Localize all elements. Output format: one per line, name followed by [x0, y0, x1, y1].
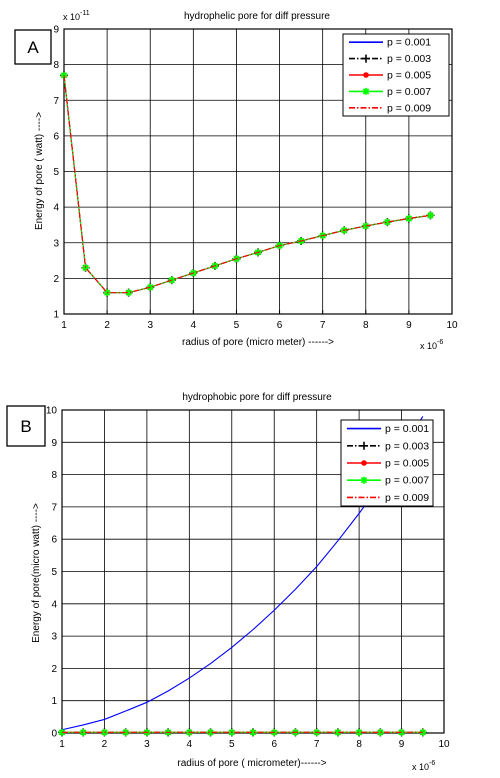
chart-b-panel-letter: B: [20, 417, 31, 436]
chart-b-series-point: [398, 728, 406, 736]
chart-a-panel-letter: A: [27, 38, 39, 57]
chart-a-series-5: [63, 75, 431, 294]
chart-a-y-tick-label: 3: [53, 238, 59, 249]
chart-b-x-tick-label: 6: [271, 739, 277, 750]
chart-b-title: hydrophobic pore for diff pressure: [182, 392, 332, 403]
chart-b-y-tick-label: 0: [51, 729, 57, 740]
chart-a-x-label: radius of pore (micro meter) ------>: [182, 337, 334, 348]
chart-a-legend-box: [342, 33, 450, 117]
chart-a-x-multiplier: x 10-6: [420, 339, 443, 351]
chart-b-panel-label: B: [6, 405, 46, 447]
chart-b-y-label: Energy of pore(micro watt) ---->: [31, 503, 42, 643]
chart-b-x-label: radius of pore ( micrometer)------>: [177, 758, 326, 769]
chart-b-legend-marker: [360, 476, 368, 484]
chart-a-x-tick-label: 8: [363, 320, 369, 331]
chart-a-y-tick-label: 9: [53, 25, 59, 36]
chart-b-series-point: [207, 728, 215, 736]
chart-a-legend-marker: [362, 87, 370, 95]
chart-a-legend: p = 0.001 p = 0.003 p = 0.005 p = 0.007 p = …: [342, 33, 450, 117]
chart-a-panel-label: A: [14, 29, 52, 65]
chart-b-y-tick-label: 1: [51, 696, 57, 707]
chart-a-axes-box: [63, 28, 453, 315]
chart-b-x-tick-label: 3: [144, 739, 150, 750]
chart-a-y-tick-label: 5: [53, 167, 59, 178]
chart-b-x-tick-label: 2: [102, 739, 108, 750]
chart-b-x-tick-label: 10: [438, 739, 450, 750]
chart-b-y-tick-label: 2: [51, 664, 57, 675]
chart-b-x-tick-label: 8: [356, 739, 362, 750]
chart-b-legend-label: p = 0.003: [385, 440, 429, 452]
chart-b-x-multiplier: x 10-6: [412, 760, 435, 772]
chart-a-x-tick-label: 10: [446, 320, 458, 331]
chart-b-y-tick-label: 6: [51, 535, 57, 546]
chart-b-legend-marker: [361, 460, 367, 466]
chart-a-series-point: [383, 218, 391, 226]
chart-a-y-tick-label: 7: [53, 96, 59, 107]
chart-a-legend-marker: [363, 72, 369, 78]
chart-a-x-tick-label: 5: [234, 320, 240, 331]
chart-b-series-point: [355, 728, 363, 736]
chart-a-title: hydrophelic pore for diff pressure: [184, 11, 330, 22]
chart-b-y-tick-label: 10: [46, 406, 58, 417]
chart-b-x-tick-label: 7: [314, 739, 320, 750]
chart-a-series-group: [60, 71, 435, 297]
chart-b-series-point: [79, 728, 87, 736]
chart-a-x-tick-label: 4: [191, 320, 197, 331]
chart-a-legend-label: p = 0.007: [387, 86, 431, 98]
chart-b-x-tick-label: 5: [229, 739, 235, 750]
chart-a-y-label: Energy of pore ( watt) ---->: [34, 112, 45, 230]
chart-b-series-point: [100, 728, 108, 736]
chart-a: hydrophelic pore for diff pressure x 10-…: [14, 10, 458, 351]
chart-a-legend-label: p = 0.009: [387, 102, 431, 114]
chart-b-y-tick-label: 7: [51, 502, 57, 513]
chart-b-x-tick-label: 1: [59, 739, 65, 750]
chart-b-y-tick-label: 8: [51, 470, 57, 481]
chart-a-x-tick-label: 2: [104, 320, 110, 331]
chart-a-y-tick-label: 2: [53, 274, 59, 285]
chart-b-series-group: [58, 416, 427, 737]
chart-a-x-tick-label: 9: [406, 320, 412, 331]
chart-b-series-point: [334, 728, 342, 736]
chart-a-x-tick-label: 7: [320, 320, 326, 331]
chart-b-y-tick-label: 5: [51, 567, 57, 578]
chart-b-series-1: [61, 416, 424, 731]
chart-b-x-tick-label: 4: [187, 739, 193, 750]
chart-b-legend-marker: [360, 441, 368, 450]
chart-b-legend-label: p = 0.007: [385, 475, 429, 487]
chart-a-series-line: [63, 75, 431, 294]
chart-a-legend-label: p = 0.003: [387, 53, 431, 65]
chart-b-series-point: [122, 728, 130, 736]
chart-b-legend-label: p = 0.001: [385, 423, 429, 435]
chart-a-series-point: [82, 264, 90, 272]
chart-a-x-tick-label: 6: [277, 320, 283, 331]
chart-b-series-line: [61, 416, 424, 731]
chart-b-y-tick-label: 3: [51, 632, 57, 643]
chart-b-legend: p = 0.001 p = 0.003 p = 0.005 p = 0.007 p = …: [340, 419, 434, 507]
chart-a-y-tick-label: 6: [53, 131, 59, 142]
chart-a-y-tick-label: 1: [53, 310, 59, 321]
chart-b-series-point: [376, 728, 384, 736]
chart-b-plot-area: [58, 409, 445, 737]
chart-b-series-point: [419, 728, 427, 736]
chart-a-series-point: [125, 289, 133, 297]
chart-a-y-multiplier: x 10-11: [63, 10, 90, 22]
chart-a-y-tick-label: 4: [53, 203, 59, 214]
chart-b-series-point: [249, 728, 257, 736]
chart-a-y-tick-label: 8: [53, 60, 59, 71]
chart-b-y-tick-label: 4: [51, 599, 57, 610]
chart-b-x-tick-label: 9: [399, 739, 405, 750]
chart-a-x-tick-label: 3: [147, 320, 153, 331]
chart-b-legend-label: p = 0.005: [385, 458, 429, 470]
chart-b-legend-label: p = 0.009: [385, 492, 429, 504]
chart-b-y-tick-label: 9: [51, 438, 57, 449]
chart-b: hydrophobic pore for diff pressure x 10-…: [6, 392, 450, 772]
chart-a-x-tick-label: 1: [61, 320, 67, 331]
chart-a-legend-label: p = 0.001: [387, 37, 431, 49]
chart-a-legend-label: p = 0.005: [387, 70, 431, 82]
chart-a-legend-marker: [362, 54, 370, 63]
